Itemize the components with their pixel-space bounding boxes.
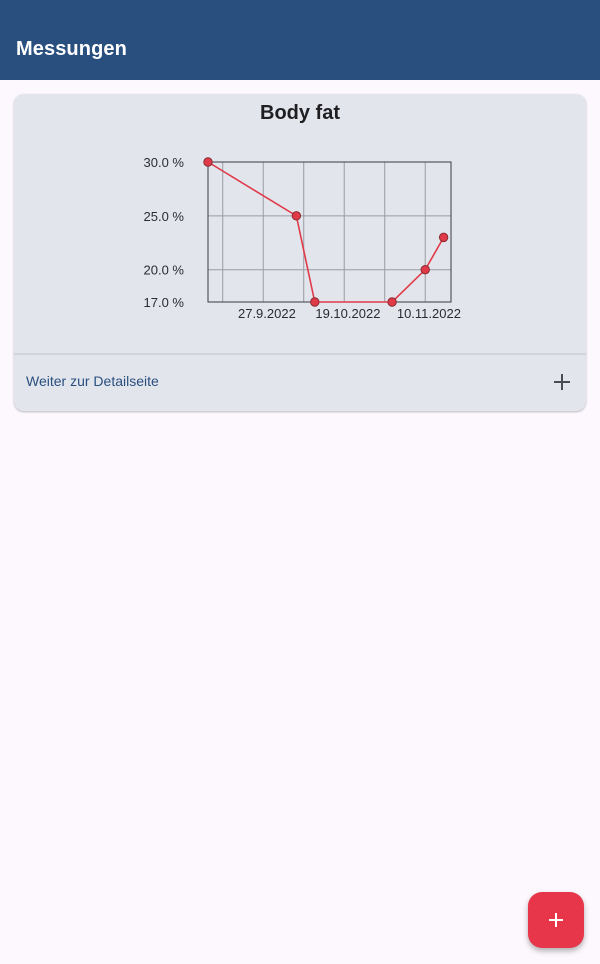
plus-icon: [549, 913, 563, 927]
card-divider: [14, 353, 586, 355]
detail-link[interactable]: Weiter zur Detailseite: [26, 373, 159, 389]
body-fat-chart: 30.0 % 25.0 % 20.0 % 17.0 % 27.9.2022 19.10.2…: [144, 155, 461, 321]
chart-title: Body fat: [260, 102, 340, 124]
y-tick-label: 17.0 %: [144, 295, 185, 310]
y-tick-label: 30.0 %: [144, 155, 185, 170]
data-point: [387, 297, 397, 307]
page-title: Messungen: [16, 38, 127, 60]
add-measurement-button[interactable]: [528, 892, 584, 948]
body-fat-card: Body fat 30.0 % 25.0 % 20.0 % 17.0 % 27.9.20…: [14, 94, 586, 411]
plus-icon[interactable]: [552, 372, 572, 392]
data-point: [438, 232, 449, 243]
y-tick-label: 20.0 %: [144, 263, 185, 278]
x-tick-label: 19.10.2022: [315, 306, 380, 321]
detail-row[interactable]: Weiter zur Detailseite: [14, 355, 586, 411]
data-point: [291, 211, 302, 221]
data-point: [420, 264, 430, 275]
data-point: [203, 157, 213, 167]
plot-area: [208, 162, 451, 302]
data-point: [310, 297, 320, 307]
app-bar: Messungen: [0, 0, 600, 80]
x-tick-label: 27.9.2022: [238, 306, 296, 321]
y-tick-label: 25.0 %: [144, 209, 185, 224]
series-line: [207, 161, 445, 303]
x-tick-label: 10.11.2022: [397, 306, 461, 321]
